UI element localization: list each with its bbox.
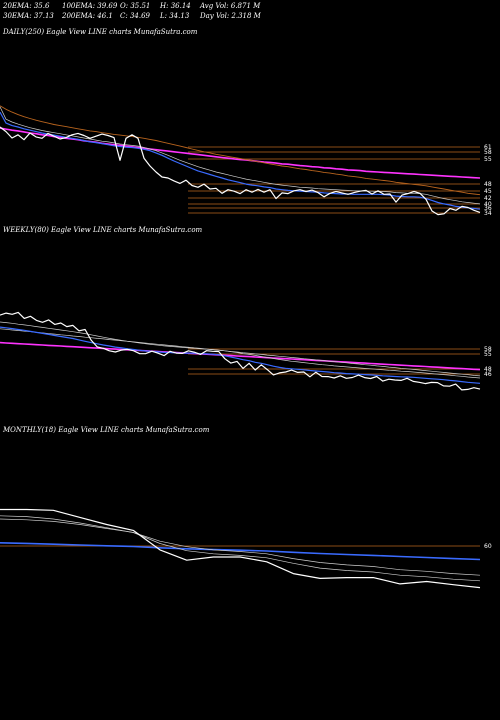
daily-series-0 [0,126,481,216]
high-label: H: 36.14 [160,2,191,10]
daily-tick-label-8: 34 [484,210,492,217]
daily-tick-label-6: 40 [484,201,492,208]
monthly-chart-title: MONTHLY(18) Eagle View LINE charts Munaf… [3,426,210,434]
weekly-series-0 [0,311,481,391]
daily-series-1 [0,111,481,210]
daily-tick-label-7: 36 [484,205,492,212]
monthly-series-1 [0,515,481,582]
daily-tick-label-0: 61 [484,144,492,151]
ema200-label: 200EMA: 46.1 [62,12,113,20]
daily-tick-label-5: 42 [484,195,492,202]
close-label: C: 34.69 [120,12,150,20]
daily-tick-label-4: 45 [484,188,492,195]
weekly-series-3 [0,328,481,377]
monthly-series-2 [0,518,481,576]
weekly-series-1 [0,326,481,384]
weekly-tick-label-1: 55 [484,351,492,358]
monthly-tick-label-0: 60 [484,543,492,550]
ema20-label: 20EMA: 35.6 [3,2,50,10]
weekly-tick-label-0: 58 [484,346,492,353]
open-label: O: 35.51 [120,2,151,10]
day-vol-label: Day Vol: 2.318 M [200,12,261,20]
daily-series-3 [0,105,481,196]
weekly-tick-label-3: 46 [484,371,492,378]
avg-vol-label: Avg Vol: 6.871 M [200,2,261,10]
daily-tick-label-3: 48 [484,181,492,188]
ema100-label: 100EMA: 39.69 [62,2,118,10]
monthly-series-0 [0,508,481,589]
daily-tick-label-2: 55 [484,156,492,163]
daily-tick-label-1: 58 [484,149,492,156]
ema30-label: 30EMA: 37.13 [3,12,54,20]
low-label: L: 34.13 [160,12,190,20]
daily-chart-title: DAILY(250) Eagle View LINE charts Munafa… [3,28,198,36]
daily-series-2 [0,106,481,205]
monthly-series-3 [0,542,481,561]
weekly-series-4 [0,341,481,371]
weekly-tick-label-2: 48 [484,366,492,373]
weekly-chart-title: WEEKLY(80) Eagle View LINE charts Munafa… [3,226,203,234]
weekly-series-2 [0,321,481,379]
